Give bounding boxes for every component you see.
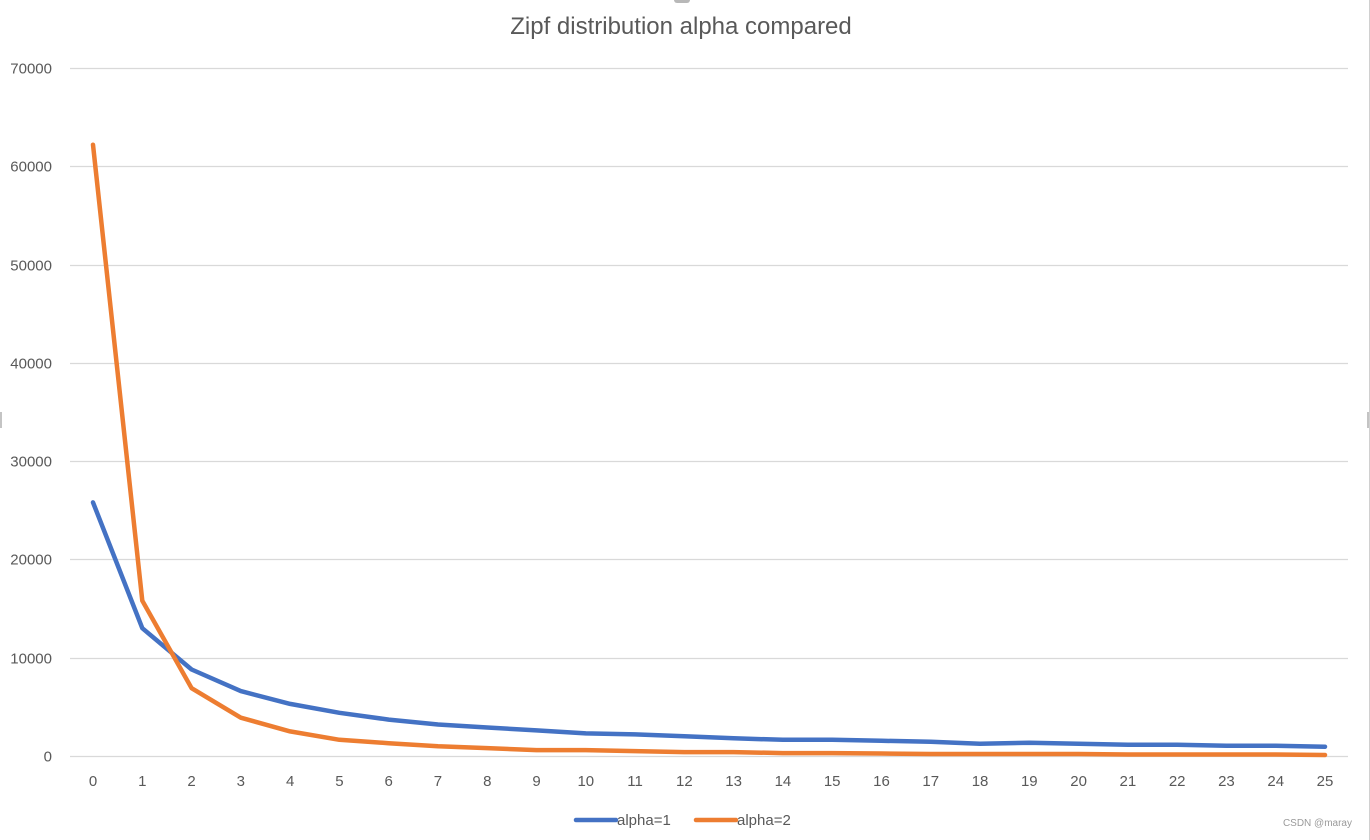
y-tick-label: 60000 — [10, 159, 52, 176]
x-tick-label: 11 — [627, 773, 643, 790]
x-tick-label: 16 — [873, 773, 890, 790]
x-tick-label: 4 — [286, 773, 294, 790]
x-tick-label: 15 — [824, 773, 841, 790]
y-tick-label: 0 — [44, 749, 52, 766]
x-tick-label: 8 — [483, 773, 491, 790]
series-line-alpha-1 — [90, 500, 1328, 749]
x-tick-label: 22 — [1169, 773, 1186, 790]
x-tick-label: 18 — [972, 773, 989, 790]
watermark: CSDN @maray — [1282, 818, 1352, 829]
y-tick-label: 40000 — [10, 356, 52, 373]
gridlines — [70, 67, 1348, 758]
data-series — [90, 142, 1328, 758]
x-tick-label: 23 — [1218, 773, 1235, 790]
legend-label: alpha=1 — [617, 812, 671, 829]
resize-handle-left[interactable] — [0, 412, 2, 428]
y-axis-tick-labels: 0 10000 20000 30000 40000 50000 60000 70000 — [10, 61, 52, 766]
x-tick-label: 12 — [676, 773, 693, 790]
x-tick-label: 25 — [1317, 773, 1334, 790]
x-tick-label: 6 — [385, 773, 393, 790]
x-tick-label: 3 — [237, 773, 245, 790]
legend-label: alpha=2 — [737, 812, 791, 829]
y-tick-label: 30000 — [10, 454, 52, 471]
x-tick-label: 7 — [434, 773, 442, 790]
x-tick-label: 13 — [725, 773, 742, 790]
resize-handle-top[interactable] — [674, 0, 690, 3]
x-tick-label: 5 — [335, 773, 343, 790]
x-tick-label: 9 — [532, 773, 540, 790]
x-tick-label: 2 — [187, 773, 195, 790]
y-tick-label: 70000 — [10, 61, 52, 78]
legend: alpha=1 alpha=2 — [573, 812, 791, 829]
x-tick-label: 21 — [1120, 773, 1137, 790]
x-tick-label: 0 — [89, 773, 97, 790]
chart-title: Zipf distribution alpha compared — [510, 13, 852, 40]
x-tick-label: 14 — [775, 773, 792, 790]
x-axis-tick-labels: 0 1 2 3 4 5 6 7 8 9 10 11 12 13 14 15 16 17 18 19 20 21 22 23 24… — [89, 773, 1334, 790]
y-tick-label: 10000 — [10, 651, 52, 668]
resize-handle-right[interactable] — [1367, 412, 1369, 428]
y-tick-label: 50000 — [10, 258, 52, 275]
x-tick-label: 17 — [922, 773, 939, 790]
x-tick-label: 24 — [1267, 773, 1284, 790]
series-line-alpha-2 — [90, 142, 1328, 758]
x-tick-label: 19 — [1021, 773, 1038, 790]
x-tick-label: 1 — [138, 773, 146, 790]
x-tick-label: 20 — [1070, 773, 1087, 790]
y-tick-label: 20000 — [10, 552, 52, 569]
x-tick-label: 10 — [577, 773, 594, 790]
